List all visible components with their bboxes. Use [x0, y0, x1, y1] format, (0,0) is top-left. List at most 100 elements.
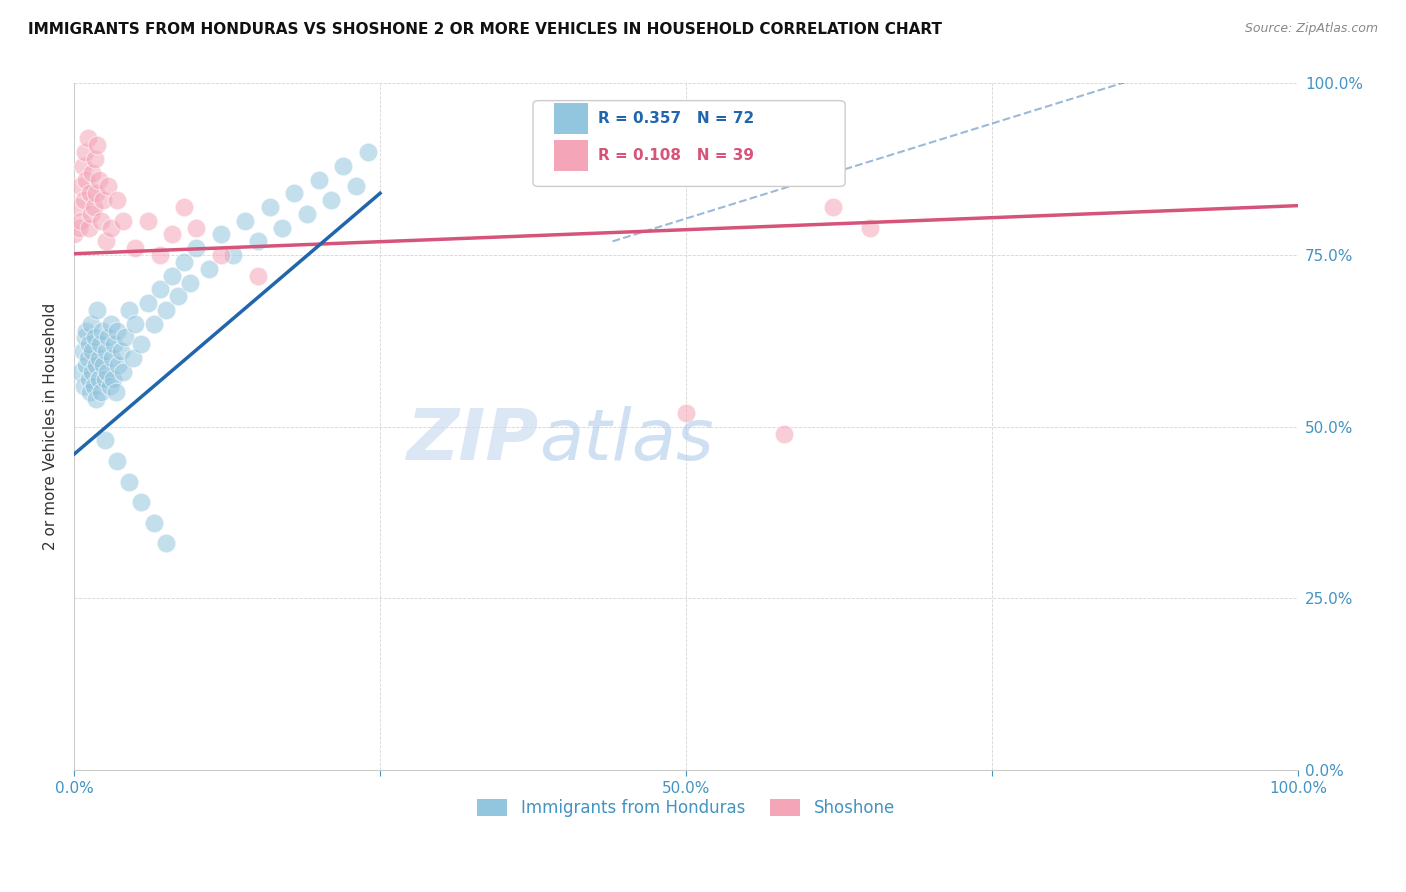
Point	[100, 220, 122, 235]
Point	[773, 426, 796, 441]
Point	[101, 351, 124, 365]
Point	[344, 179, 367, 194]
Point	[96, 365, 118, 379]
Point	[94, 235, 117, 249]
Point	[142, 516, 165, 530]
Point	[65, 200, 87, 214]
Text: atlas: atlas	[538, 406, 714, 475]
Point	[319, 193, 342, 207]
Point	[197, 261, 219, 276]
Point	[93, 372, 115, 386]
Point	[821, 200, 844, 214]
Point	[114, 330, 136, 344]
Point	[77, 220, 100, 235]
Point	[209, 248, 232, 262]
Point	[79, 186, 101, 201]
Point	[271, 220, 294, 235]
Point	[84, 392, 107, 407]
Point	[246, 235, 269, 249]
Point	[118, 475, 141, 489]
Point	[131, 495, 153, 509]
Point	[179, 276, 201, 290]
Point	[136, 213, 159, 227]
Y-axis label: 2 or more Vehicles in Household: 2 or more Vehicles in Household	[44, 303, 58, 550]
FancyBboxPatch shape	[554, 103, 588, 134]
Point	[105, 454, 128, 468]
Text: R = 0.357   N = 72: R = 0.357 N = 72	[598, 112, 754, 126]
Point	[73, 193, 96, 207]
Point	[295, 207, 318, 221]
Point	[69, 179, 91, 194]
Legend: Immigrants from Honduras, Shoshone: Immigrants from Honduras, Shoshone	[471, 792, 901, 823]
Point	[124, 241, 146, 255]
Point	[110, 344, 132, 359]
Point	[107, 358, 129, 372]
Point	[82, 166, 104, 180]
Point	[89, 337, 111, 351]
Point	[82, 365, 104, 379]
Point	[259, 200, 281, 214]
Point	[283, 186, 305, 201]
Point	[136, 296, 159, 310]
Point	[86, 138, 108, 153]
Point	[73, 378, 96, 392]
Point	[75, 330, 97, 344]
Point	[332, 159, 354, 173]
Point	[77, 372, 100, 386]
Point	[104, 385, 127, 400]
Point	[112, 365, 135, 379]
Point	[69, 365, 91, 379]
Point	[131, 337, 153, 351]
Point	[100, 317, 122, 331]
Point	[70, 213, 93, 227]
Point	[83, 200, 105, 214]
Point	[93, 193, 115, 207]
Text: ZIP: ZIP	[406, 406, 538, 475]
Point	[357, 145, 380, 160]
Point	[149, 282, 172, 296]
Point	[155, 303, 177, 318]
Point	[149, 248, 172, 262]
Point	[155, 536, 177, 550]
Point	[186, 220, 208, 235]
Point	[76, 351, 98, 365]
Text: Source: ZipAtlas.com: Source: ZipAtlas.com	[1244, 22, 1378, 36]
Point	[167, 289, 190, 303]
Point	[160, 227, 183, 242]
Point	[75, 172, 97, 186]
Point	[98, 378, 121, 392]
Point	[97, 179, 120, 194]
Point	[93, 434, 115, 448]
Point	[83, 152, 105, 166]
Point	[97, 330, 120, 344]
Point	[103, 337, 125, 351]
Point	[103, 372, 125, 386]
Point	[308, 172, 330, 186]
FancyBboxPatch shape	[533, 101, 845, 186]
Point	[82, 344, 104, 359]
Point	[105, 193, 128, 207]
Point	[105, 324, 128, 338]
Point	[72, 344, 94, 359]
Text: R = 0.108   N = 39: R = 0.108 N = 39	[598, 148, 754, 163]
FancyBboxPatch shape	[554, 140, 588, 171]
Point	[186, 241, 208, 255]
Point	[76, 131, 98, 145]
Point	[87, 351, 110, 365]
Point	[246, 268, 269, 283]
Point	[87, 372, 110, 386]
Point	[209, 227, 232, 242]
Point	[90, 213, 112, 227]
Point	[235, 213, 257, 227]
Point	[858, 220, 880, 235]
Point	[77, 337, 100, 351]
Point	[67, 220, 90, 235]
Point	[112, 213, 135, 227]
Point	[63, 227, 86, 242]
Point	[91, 324, 114, 338]
Point	[118, 303, 141, 318]
Text: IMMIGRANTS FROM HONDURAS VS SHOSHONE 2 OR MORE VEHICLES IN HOUSEHOLD CORRELATION: IMMIGRANTS FROM HONDURAS VS SHOSHONE 2 O…	[28, 22, 942, 37]
Point	[72, 159, 94, 173]
Point	[79, 385, 101, 400]
Point	[86, 303, 108, 318]
